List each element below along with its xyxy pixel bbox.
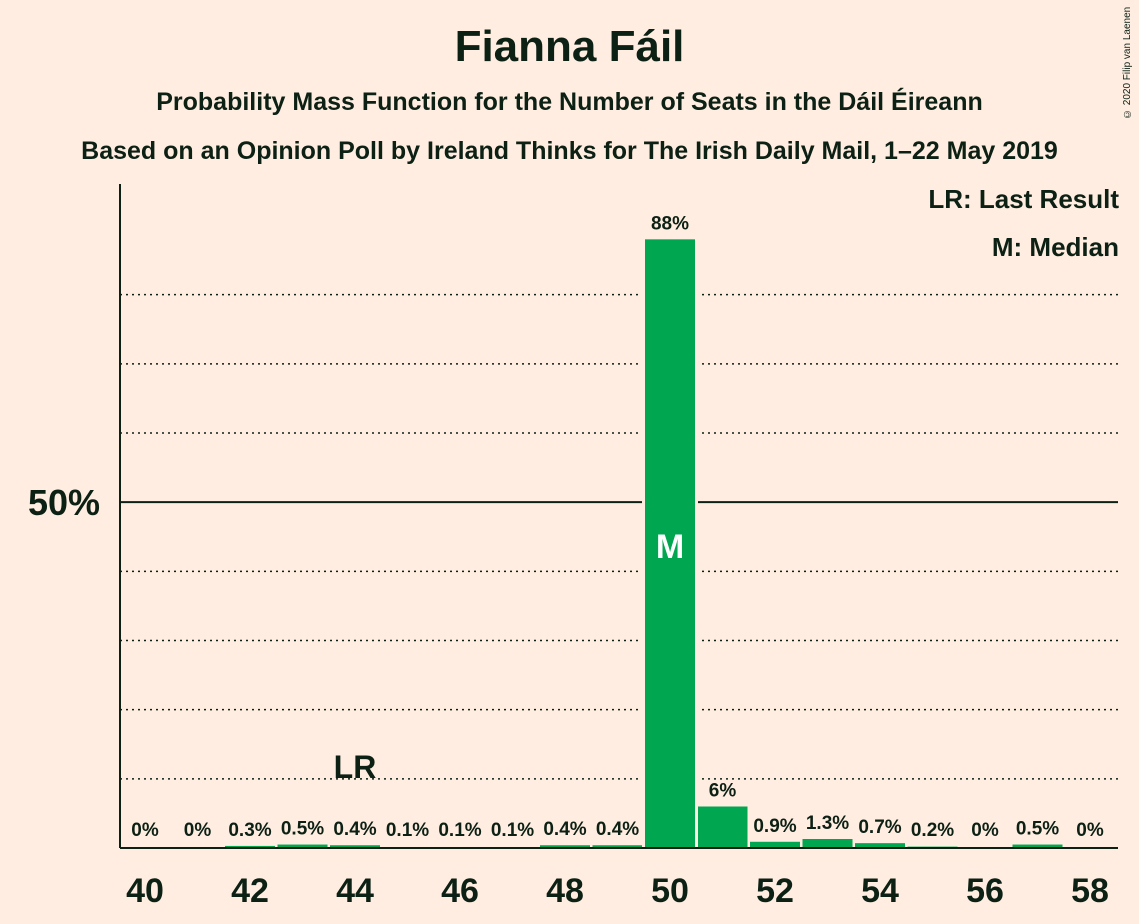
bar-48 (540, 845, 590, 848)
bar-43 (277, 844, 328, 848)
bar-label-57: 0.5% (1016, 819, 1059, 840)
bar-53 (802, 839, 853, 848)
x-tick-label-50: 50 (651, 872, 689, 910)
bar-57 (1012, 844, 1063, 848)
bar-label-40: 0% (131, 820, 159, 841)
last-result-marker: LR (334, 749, 377, 785)
bar-label-50: 88% (651, 213, 689, 234)
bar-label-44: 0.4% (333, 819, 376, 840)
legend-median: M: Median (991, 232, 1119, 262)
x-tick-label-46: 46 (441, 872, 479, 910)
bar-49 (592, 845, 643, 848)
x-tick-label-54: 54 (861, 872, 899, 910)
bar-44 (330, 845, 380, 848)
legend-last-result: LR: Last Result (928, 184, 1119, 214)
bar-label-58: 0% (1076, 820, 1104, 841)
chart-subtitle: Probability Mass Function for the Number… (156, 88, 983, 116)
bar-42 (225, 845, 275, 848)
median-marker: M (656, 528, 684, 566)
bar-label-48: 0.4% (543, 819, 586, 840)
x-tick-label-44: 44 (336, 872, 374, 910)
bar-label-42: 0.3% (228, 820, 271, 841)
bar-label-43: 0.5% (281, 819, 324, 840)
bar-52 (750, 841, 800, 848)
x-tick-label-58: 58 (1071, 872, 1109, 910)
bar-label-41: 0% (184, 820, 212, 841)
x-tick-label-56: 56 (966, 872, 1004, 910)
bar-label-55: 0.2% (911, 820, 954, 841)
bar-label-49: 0.4% (596, 819, 639, 840)
bar-gap-left-50 (642, 239, 645, 849)
bar-label-53: 1.3% (806, 813, 849, 834)
x-tick-label-52: 52 (756, 872, 794, 910)
x-tick-label-42: 42 (231, 872, 269, 910)
bar-label-54: 0.7% (858, 817, 901, 838)
bar-gap-right-50 (695, 239, 698, 849)
bar-51 (697, 806, 748, 848)
x-tick-label-40: 40 (126, 872, 164, 910)
chart-source-note: Based on an Opinion Poll by Ireland Thin… (81, 137, 1058, 165)
bar-label-52: 0.9% (753, 816, 796, 837)
bar-label-46: 0.1% (438, 820, 481, 841)
bar-54 (855, 843, 905, 848)
bar-50 (645, 239, 695, 849)
bar-label-47: 0.1% (491, 820, 534, 841)
bar-label-45: 0.1% (386, 820, 429, 841)
chart-title: Fianna Fáil (454, 22, 685, 71)
bar-label-56: 0% (971, 820, 999, 841)
x-tick-label-48: 48 (546, 872, 584, 910)
bar-label-51: 6% (709, 781, 737, 802)
y-tick-label-50: 50% (28, 482, 100, 523)
